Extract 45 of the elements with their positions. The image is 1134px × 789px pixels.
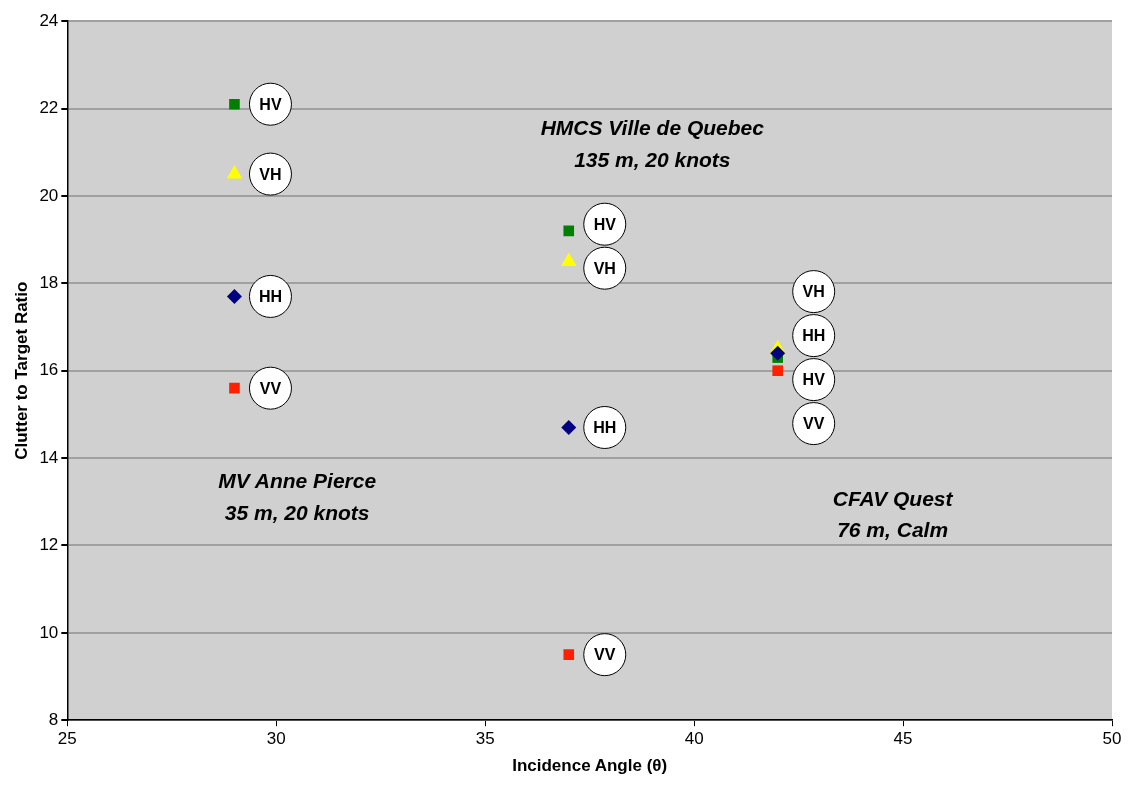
y-tick-label: 22 xyxy=(39,98,59,118)
point xyxy=(560,252,577,266)
data-label: VV xyxy=(594,646,616,664)
x-tick-label: 40 xyxy=(684,729,704,749)
data-label: HV xyxy=(593,215,617,233)
point xyxy=(561,419,577,435)
y-tick-label: 16 xyxy=(39,360,59,380)
x-tick-label: 30 xyxy=(266,729,286,749)
annotation: 35 m, 20 knots xyxy=(224,500,370,524)
annotation: HMCS Ville de Quebec xyxy=(540,116,765,140)
y-tick-label: 24 xyxy=(39,10,59,30)
point xyxy=(563,649,575,660)
x-axis-title: Incidence Angle (θ) xyxy=(512,756,668,776)
y-axis-title: Clutter to Target Ratio xyxy=(11,281,31,460)
data-label: VH xyxy=(259,165,282,183)
point xyxy=(226,165,243,179)
data-label: HH xyxy=(802,327,826,344)
annotation: CFAV Quest xyxy=(832,486,954,510)
y-tick-label: 20 xyxy=(39,185,59,205)
point xyxy=(229,98,240,110)
point xyxy=(770,345,786,361)
x-tick-label: 35 xyxy=(475,729,495,749)
y-tick-label: 10 xyxy=(39,622,59,642)
annotation: MV Anne Pierce xyxy=(218,469,377,493)
y-tick-label: 14 xyxy=(39,447,59,467)
y-tick-label: 12 xyxy=(39,535,59,555)
annotation: 76 m, Calm xyxy=(837,518,949,542)
x-tick-label: 25 xyxy=(57,729,77,749)
data-label: VV xyxy=(259,379,282,397)
data-label: VH xyxy=(593,259,616,277)
point xyxy=(229,382,240,394)
data-label: HH xyxy=(593,418,617,436)
x-tick-label: 45 xyxy=(893,729,913,749)
point xyxy=(563,225,575,237)
annotation: 135 m, 20 knots xyxy=(574,147,731,171)
data-label: HV xyxy=(802,371,826,388)
data-label: VH xyxy=(802,283,825,300)
y-tick-label: 8 xyxy=(48,709,59,729)
point xyxy=(772,365,783,376)
data-label: HV xyxy=(259,95,282,113)
y-tick-label: 18 xyxy=(39,273,59,293)
point xyxy=(226,288,242,304)
x-tick-label: 50 xyxy=(1102,729,1122,749)
data-label: VV xyxy=(803,415,825,432)
data-label: HH xyxy=(258,287,283,305)
